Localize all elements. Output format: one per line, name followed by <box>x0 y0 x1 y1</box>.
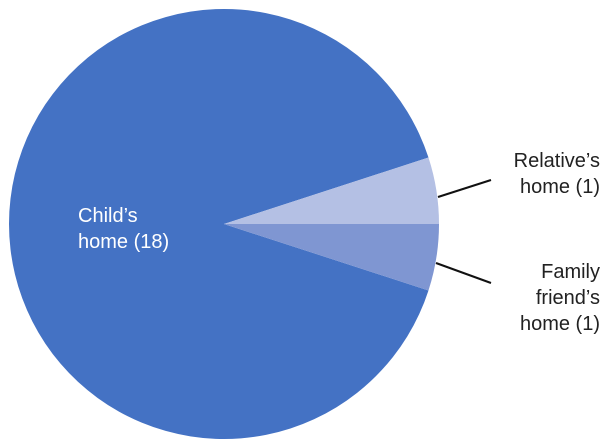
leader-lines <box>435 179 492 284</box>
pie-slice-2 <box>224 224 439 291</box>
pie-slice-1 <box>224 157 439 224</box>
slice-label-0: Child’s home (18) <box>78 205 169 253</box>
pie-slice-0 <box>9 9 429 440</box>
leader-line-1 <box>437 179 492 198</box>
pie-slices <box>9 9 439 440</box>
slice-label-1: Relative’s home (1) <box>514 150 600 198</box>
leader-line-2 <box>435 262 492 284</box>
slice-label-2: Family friend’s home (1) <box>520 261 600 335</box>
slice-labels: Child’s home (18) Relative’s home (1) Family… <box>78 150 600 335</box>
